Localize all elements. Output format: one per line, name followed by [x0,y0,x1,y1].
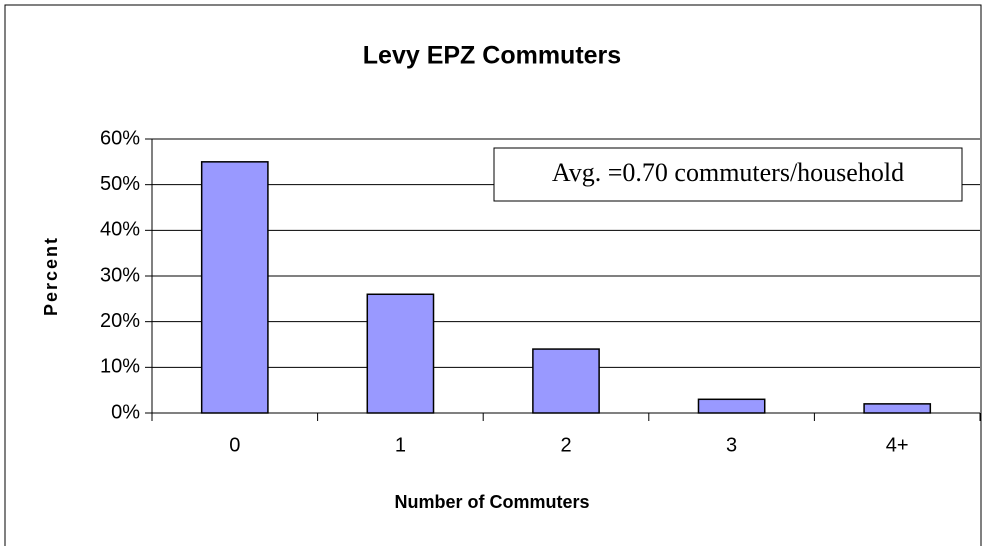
y-tick-label: 10% [100,356,140,378]
y-tick-label: 40% [100,219,140,241]
bar [863,403,932,414]
x-tick-label: 2 [560,434,571,456]
y-tick-label: 30% [100,264,140,286]
y-tick-label: 0% [111,401,140,423]
chart-title: Levy EPZ Commuters [363,42,621,70]
y-tick-label: 50% [100,173,140,195]
bar [200,161,269,414]
x-tick-label: 3 [726,434,737,456]
x-tick-label: 0 [229,434,240,456]
annotation-box [493,147,963,202]
x-tick-label: 4+ [886,434,909,456]
y-axis-label: Percent [41,236,61,316]
y-tick-label: 20% [100,310,140,332]
annotation: Avg. =0.70 commuters/household [552,158,904,187]
bar [532,348,600,414]
x-tick-label: 1 [395,434,406,456]
y-tick-label: 60% [100,127,140,149]
x-axis-label: Number of Commuters [394,492,589,512]
bar [697,398,766,414]
bar [366,293,435,414]
